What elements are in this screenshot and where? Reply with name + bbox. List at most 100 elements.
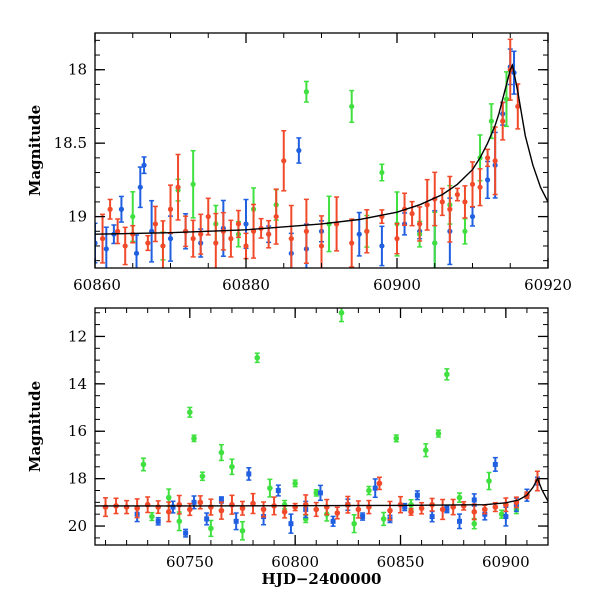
- data-point: [500, 118, 506, 124]
- data-point: [160, 243, 166, 249]
- data-point: [107, 206, 113, 212]
- series-blue: [134, 456, 540, 538]
- data-point: [444, 506, 450, 512]
- data-point: [456, 494, 463, 501]
- data-point: [379, 243, 385, 249]
- ticks: [95, 308, 549, 545]
- data-point: [167, 236, 174, 242]
- data-point: [123, 504, 130, 510]
- y-tick-label: 19: [68, 208, 87, 226]
- data-point: [155, 518, 161, 524]
- data-point: [260, 506, 267, 513]
- data-point: [313, 506, 320, 513]
- y-tick-label: 20: [68, 517, 87, 535]
- data-point: [492, 504, 499, 510]
- data-point: [485, 155, 491, 161]
- data-point: [394, 236, 400, 242]
- data-point: [281, 158, 287, 164]
- y-tick-label: 16: [68, 422, 87, 440]
- data-point: [417, 221, 423, 227]
- data-point: [275, 487, 281, 493]
- data-point: [152, 221, 158, 227]
- data-point: [432, 240, 438, 246]
- data-point: [155, 504, 162, 510]
- data-point: [266, 231, 272, 237]
- x-tick-label: 60900: [482, 553, 530, 571]
- data-point: [175, 184, 181, 190]
- data-point: [360, 514, 366, 520]
- data-point: [462, 228, 468, 234]
- data-point: [330, 518, 336, 524]
- data-point: [408, 509, 414, 515]
- data-point: [190, 236, 196, 242]
- data-point: [429, 514, 435, 520]
- series-red: [99, 38, 521, 268]
- data-point: [380, 516, 387, 522]
- model-curve: [95, 63, 548, 235]
- data-point: [292, 480, 298, 487]
- data-point: [243, 221, 249, 227]
- plot-frame: [94, 307, 549, 546]
- ticks: [94, 33, 549, 268]
- data-point: [239, 527, 246, 534]
- data-point: [402, 504, 408, 510]
- data-point: [422, 447, 429, 454]
- data-point: [477, 184, 483, 190]
- data-point: [118, 206, 125, 212]
- data-point: [267, 485, 273, 491]
- plot-area: [95, 38, 548, 268]
- data-point: [273, 213, 279, 220]
- data-point: [302, 501, 309, 508]
- data-point: [213, 240, 219, 246]
- data-point: [364, 228, 370, 234]
- data-point: [218, 497, 224, 503]
- y-tick-label: 18: [68, 61, 87, 79]
- data-point: [149, 513, 155, 520]
- data-point: [197, 499, 204, 506]
- y-tick-label: 14: [68, 375, 87, 393]
- data-point: [387, 507, 393, 514]
- data-point: [254, 354, 261, 361]
- data-point: [140, 461, 147, 468]
- data-point: [144, 501, 151, 508]
- data-point: [515, 103, 521, 110]
- data-point: [187, 409, 193, 416]
- data-point: [204, 516, 210, 522]
- y-axis-label: Magnitude: [26, 381, 44, 472]
- x-axis-label: HJD−2400000: [262, 570, 382, 588]
- data-point: [334, 510, 341, 516]
- data-point: [228, 236, 234, 242]
- y-tick-label: 12: [68, 327, 87, 345]
- x-tick-label: 60920: [524, 276, 572, 294]
- x-tick-label: 60900: [373, 276, 421, 294]
- data-point: [439, 199, 445, 205]
- data-point: [460, 503, 467, 509]
- data-point: [503, 96, 510, 102]
- data-point: [418, 505, 425, 512]
- data-point: [372, 485, 378, 491]
- y-tick-label: 18: [68, 470, 87, 488]
- data-point: [349, 240, 355, 246]
- data-point: [447, 206, 453, 212]
- data-point: [167, 206, 174, 212]
- data-point: [486, 478, 492, 484]
- data-point: [349, 103, 355, 110]
- data-point: [450, 504, 456, 510]
- data-point: [492, 461, 498, 467]
- data-point: [481, 506, 488, 513]
- data-point: [198, 231, 204, 237]
- model-curve: [95, 476, 548, 507]
- y-axis-label: Magnitude: [26, 105, 44, 196]
- data-point: [444, 371, 450, 378]
- data-point: [165, 494, 172, 501]
- data-point: [303, 228, 309, 234]
- data-point: [250, 500, 256, 507]
- data-point: [288, 236, 294, 242]
- data-point: [296, 147, 302, 154]
- data-point: [134, 505, 140, 512]
- data-point: [218, 507, 225, 514]
- y-tick-label: 18.5: [54, 134, 87, 152]
- data-point: [317, 490, 323, 496]
- data-point: [183, 228, 189, 234]
